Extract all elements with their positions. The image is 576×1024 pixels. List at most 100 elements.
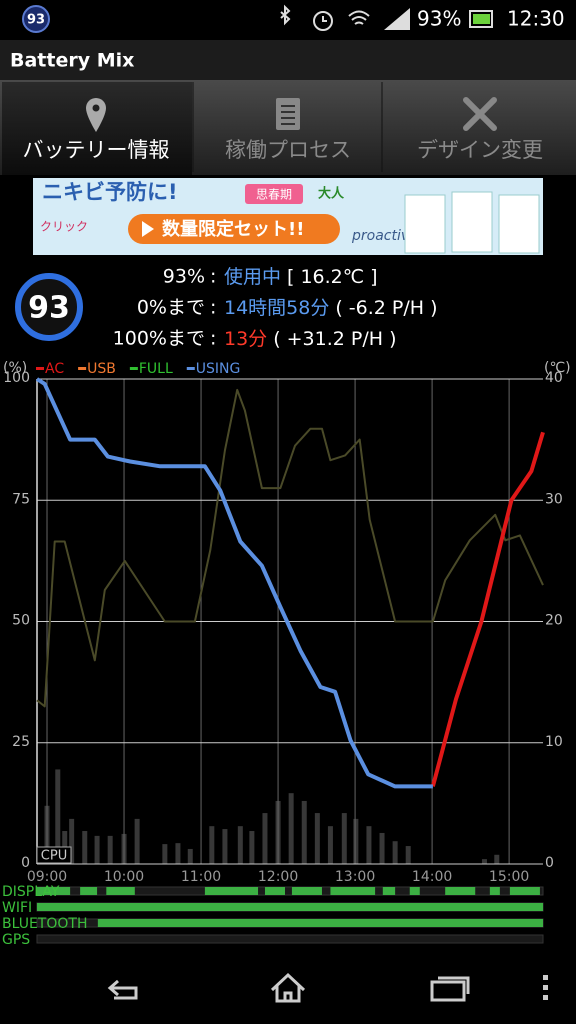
cpu-bar [69,818,75,864]
menu-button[interactable] [543,975,548,1000]
summary: 93%: 使用中 [ 16.2℃ ] 0%まで:14時間58分 ( -6.2 P/H )… [113,266,438,350]
back-button[interactable] [107,979,138,1000]
cpu-bar [327,826,333,864]
tab-icon [86,98,106,132]
summary-label: 0%まで [137,297,205,319]
level-text: 93 [28,291,70,326]
recents-button[interactable] [430,980,466,1002]
legend-label: USING [196,361,241,377]
chart: (%) (℃) AC USB FULL USING 0 25 50 75 100 0 10 20 30 40 0… [2,360,571,948]
timeline-label: GPS [2,932,30,948]
summary-sep: : [210,297,216,319]
home-button[interactable] [270,972,306,1003]
title-bar [0,40,576,80]
tab-label: 稼働プロセス [225,138,351,162]
menu-dot [543,985,548,990]
tab-label: デザイン変更 [417,138,543,162]
timeline-segment [106,887,135,895]
cpu-bar [107,835,113,864]
app-title: Battery Mix [10,50,134,72]
legend-swatch [78,367,87,370]
timeline-segment [291,887,322,895]
ad-product [498,194,540,254]
tab-icon [276,98,300,130]
summary-value: 使用中 [ 16.2℃ ] [224,266,378,288]
ad-button-icon [142,221,154,237]
status-icons [280,4,370,31]
cpu-bar [405,846,411,864]
cpu-label-box [36,846,72,864]
tab[interactable]: 稼働プロセス [225,98,351,162]
timeline-label: BLUETOOTH [2,916,87,932]
y-tick-label: 100 [3,370,30,386]
x-tick-label: 09:00 [27,869,67,885]
menu-dot [543,995,548,1000]
cpu-bar [134,818,140,864]
y2-tick-label: 10 [545,734,563,750]
tab-icon-dot [92,104,100,112]
timeline-segment [489,887,500,895]
summary-value-extra: ( -6.2 P/H ) [335,297,437,319]
y2-axis-label: (℃) [544,360,571,376]
y-tick-label: 0 [21,855,30,871]
cpu-bar [481,859,487,864]
badge-icon [22,5,50,33]
cpu-bar [341,813,347,864]
tab-label: バッテリー情報 [23,138,170,162]
cpu-bar [187,848,193,864]
level-ring [15,273,83,341]
cpu-bar [209,826,215,864]
clock: 12:30 [507,7,565,31]
tab-icon-lines [281,105,295,125]
ad-tag-text: 大人 [318,186,345,202]
summary-sep: : [210,328,216,350]
timeline-segment [80,887,98,895]
summary-value-main: 14時間58分 [224,297,329,319]
summary-value-extra: [ 16.2℃ ] [287,266,378,288]
ad-banner[interactable]: ニキビ予防に! 思春期 大人 クリック 数量限定セット!! proactiv [33,178,543,255]
timeline-segment [264,887,285,895]
cpu-bar [237,826,243,864]
badge-text: 93 [27,13,45,28]
y2-tick-label: 40 [545,370,563,386]
tab[interactable]: バッテリー情報 [23,98,170,162]
legend-swatch [129,367,138,370]
nav-bar [0,955,576,1024]
ad-tag [245,184,303,204]
cpu-bar [55,769,61,864]
y2-tick-label: 20 [545,613,563,629]
cpu-bar [353,818,359,864]
cpu-bar [379,832,385,864]
cpu-bar [175,843,181,864]
timeline-segment [37,887,71,895]
ad-button-text: 数量限定セット!! [162,218,304,240]
summary-sep: : [210,266,216,288]
x-tick-label: 10:00 [104,869,144,885]
timeline-segment [445,887,476,895]
cpu-bar [94,835,100,864]
cpu-bar [249,831,255,864]
ad-click: クリック [40,220,88,234]
x-tick-label: 14:00 [412,869,452,885]
ad-button [128,214,340,244]
cpu-bar [314,813,320,864]
timeline-segment [382,887,396,895]
tab[interactable]: デザイン変更 [417,97,543,162]
cpu-bar [301,800,307,864]
battery-icon [469,10,493,28]
ad-headline: ニキビ予防に! [42,180,178,204]
battery-line [430,431,545,787]
battery-line [35,377,433,789]
ad-product [451,191,493,253]
y-axis-label: (%) [3,360,27,376]
legend-swatch [186,367,195,370]
timeline-label: DISPLAY [2,884,60,900]
summary-label: 100%まで [113,328,205,350]
cpu-bar [162,844,168,864]
battery-fill [473,14,490,24]
summary-label: 93% [163,266,205,288]
cpu-label: CPU [41,849,67,864]
timeline-segment [330,887,376,895]
recents-icon [438,976,470,994]
